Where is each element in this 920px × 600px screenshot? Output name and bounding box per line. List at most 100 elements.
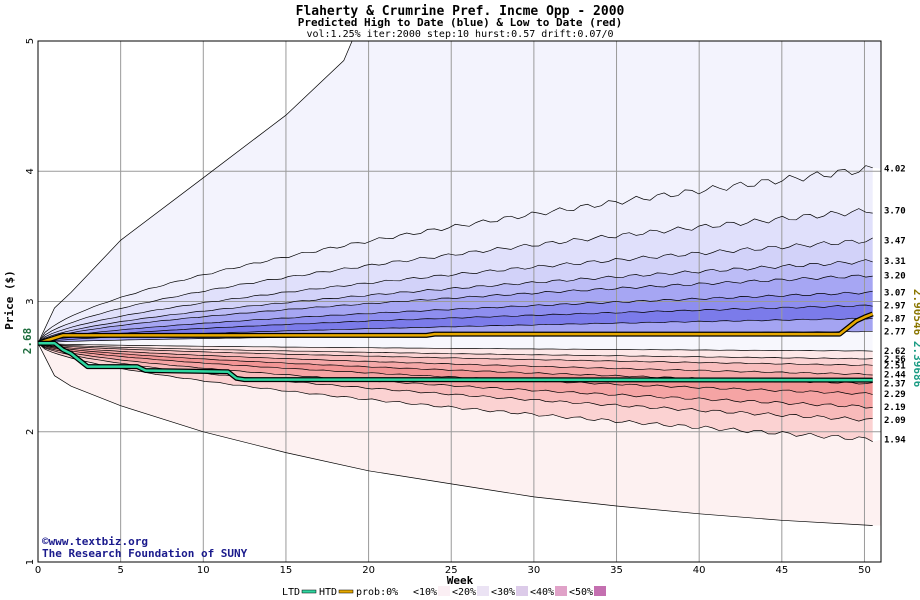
band-end-label: 2.37 <box>884 380 906 390</box>
legend-label: LTD <box>282 587 300 598</box>
band-line <box>38 290 873 344</box>
legend-swatch <box>338 589 354 594</box>
blue-band <box>38 259 873 344</box>
blue-band <box>38 165 873 344</box>
band-line <box>38 304 873 344</box>
band-line <box>38 208 873 344</box>
band-end-label: 2.09 <box>884 416 906 426</box>
band-end-label: 2.97 <box>884 301 906 311</box>
y-tick-label: 4 <box>25 168 36 174</box>
x-tick-label: 35 <box>610 565 623 576</box>
band-line <box>38 259 873 344</box>
legend-label: <30% <box>491 587 515 598</box>
band-line <box>38 342 873 376</box>
legend-swatch <box>399 586 411 596</box>
band-line <box>38 342 873 409</box>
band-end-label: 3.70 <box>884 206 906 216</box>
red-band <box>38 343 873 384</box>
legend-swatch <box>301 589 317 594</box>
band-line <box>38 342 873 352</box>
legend-label: <20% <box>452 587 476 598</box>
y-tick-label: 3 <box>25 298 36 304</box>
blue-band <box>38 291 873 344</box>
x-tick-label: 30 <box>528 565 541 576</box>
legend-swatch <box>555 586 567 596</box>
band-end-label: 1.94 <box>884 436 906 446</box>
band-fills <box>38 41 881 526</box>
series-lines <box>37 311 874 383</box>
high-end-label: 2.90546 <box>911 289 920 336</box>
band-line <box>38 342 873 360</box>
x-tick-label: 40 <box>693 565 706 576</box>
legend-swatch <box>594 586 606 596</box>
red-band <box>38 343 873 409</box>
x-tick-label: 45 <box>775 565 788 576</box>
legend-label: <50% <box>569 587 593 598</box>
legend-swatch <box>477 586 489 596</box>
low-end-label: 2.39686 <box>911 341 920 388</box>
chart-subtitle: Predicted High to Date (blue) & Low to D… <box>298 16 623 29</box>
blue-band <box>38 208 873 344</box>
upper-outer-band <box>38 41 881 344</box>
legend-label: <40% <box>530 587 554 598</box>
red-band <box>38 343 873 366</box>
x-tick-label: 0 <box>35 565 41 576</box>
band-end-label: 2.62 <box>884 347 906 357</box>
x-tick-label: 5 <box>117 565 123 576</box>
band-end-labels: 4.02 3.70 3.47 3.31 3.20 3.07 2.97 2.87 2.77 2.62… <box>884 165 906 446</box>
y-axis-label: Price ($) <box>3 270 16 330</box>
band-end-label: 2.87 <box>884 314 906 324</box>
band-end-label: 2.77 <box>884 327 906 337</box>
lower-outer-band <box>38 343 881 526</box>
credit-org: The Research Foundation of SUNY <box>42 547 248 560</box>
credit-url: ©www.textbiz.org <box>42 535 148 548</box>
band-end-label: 3.31 <box>884 257 906 267</box>
htd-line <box>37 312 874 345</box>
x-axis-label: Week <box>447 574 474 587</box>
x-tick-label: 25 <box>445 565 458 576</box>
blue-band <box>38 237 873 344</box>
band-line <box>38 165 873 344</box>
blue-band <box>38 305 873 344</box>
band-end-label: 2.51 <box>884 361 906 371</box>
y-tick-label: 1 <box>25 559 36 565</box>
band-end-label: 3.20 <box>884 271 906 281</box>
y-tick-label: 5 <box>25 38 36 44</box>
band-line <box>38 237 873 344</box>
legend: LTD HTD prob:0% <10% <20% <30% <40% <50% <box>282 586 606 598</box>
band-line <box>38 342 873 443</box>
ltd-line <box>38 341 873 382</box>
upper-outer-line <box>38 41 353 344</box>
legend-swatch <box>516 586 528 596</box>
chart-title: Flaherty & Crumrine Pref. Incme Opp - 20… <box>296 4 625 19</box>
red-band <box>38 343 873 442</box>
legend-swatch <box>438 586 450 596</box>
lower-outer-line <box>38 343 873 526</box>
band-end-label: 3.47 <box>884 236 906 246</box>
band-end-label: 3.07 <box>884 288 906 298</box>
band-end-label: 2.56 <box>884 355 906 365</box>
x-tick-label: 50 <box>858 565 871 576</box>
legend-label: HTD <box>319 587 337 598</box>
band-end-label: 2.44 <box>884 370 906 380</box>
legend-label: <10% <box>413 587 437 598</box>
start-price-label: 2.68 <box>21 328 34 355</box>
red-band <box>38 343 873 422</box>
band-line <box>38 342 873 395</box>
x-tick-label: 15 <box>280 565 293 576</box>
x-tick-label: 20 <box>362 565 375 576</box>
y-tick-label: 2 <box>25 429 36 435</box>
band-line <box>38 342 873 366</box>
legend-label: prob:0% <box>356 587 398 598</box>
band-end-label: 4.02 <box>884 165 906 175</box>
band-end-label: 2.29 <box>884 390 906 400</box>
blue-band <box>38 275 873 344</box>
chart-params: vol:1.25% iter:2000 step:10 hurst:0.57 d… <box>306 29 613 40</box>
x-tick-label: 10 <box>197 565 210 576</box>
red-band <box>38 343 873 375</box>
red-band <box>38 343 873 359</box>
band-line <box>38 274 873 344</box>
plot-border <box>37 40 882 563</box>
